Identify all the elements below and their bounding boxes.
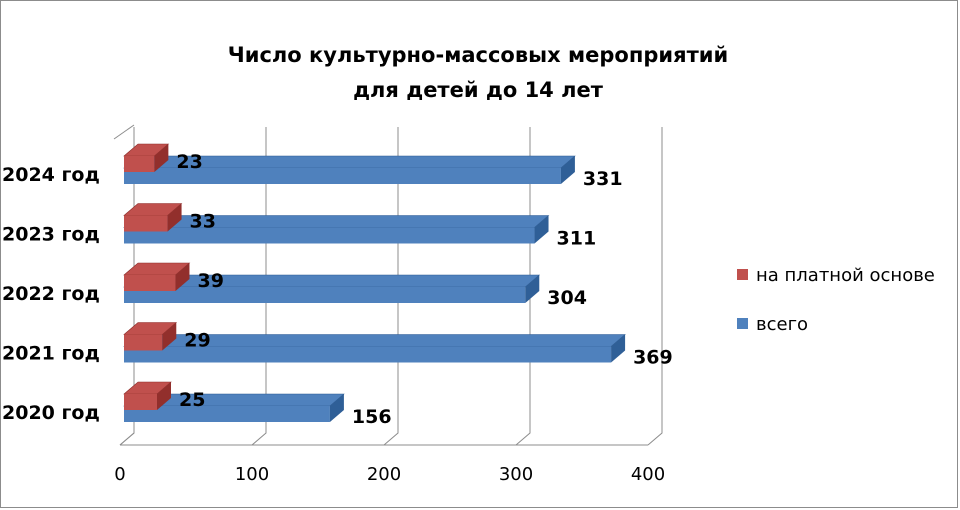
bar-total: [123, 274, 541, 303]
bar-paid: [123, 381, 172, 410]
category-label: 2022 год: [2, 283, 100, 305]
category-label: 2021 год: [2, 343, 100, 365]
data-label-paid: 25: [179, 389, 205, 411]
data-label-total: 331: [583, 168, 623, 190]
bar-paid: [123, 262, 191, 291]
data-label-paid: 23: [176, 151, 202, 173]
data-label-total: 369: [633, 347, 673, 369]
bar-paid: [123, 143, 170, 172]
data-labels: 156 25 369 29 304 39 311 33 331 23: [176, 151, 672, 428]
x-tick-label: 400: [631, 464, 665, 485]
bar-total: [123, 393, 345, 422]
data-label-total: 311: [557, 228, 597, 250]
bar-total: [123, 155, 576, 184]
chart-title-line-2: для детей до 14 лет: [353, 78, 604, 102]
bar-paid: [123, 203, 183, 232]
category-label: 2024 год: [2, 164, 100, 186]
data-label-total: 156: [352, 406, 392, 428]
data-label-total: 304: [547, 287, 587, 309]
x-tick-label: 100: [235, 464, 269, 485]
legend-swatch-total: [737, 318, 748, 329]
x-tick-label: 0: [114, 464, 125, 485]
x-tick-label: 200: [367, 464, 401, 485]
bar-total: [123, 334, 626, 363]
category-label: 2023 год: [2, 224, 100, 246]
legend-swatch-paid: [737, 269, 748, 280]
left-wall-top: [113, 124, 135, 140]
legend-label-paid: на платной основе: [756, 265, 935, 286]
gridline: [647, 127, 663, 446]
x-axis-ticks: 0 100 200 300 400: [114, 464, 665, 485]
bars: [123, 143, 626, 422]
category-labels: 2020 год 2021 год 2022 год 2023 год 2024 год: [2, 164, 100, 424]
legend: на платной основе всего: [737, 265, 935, 335]
legend-label-total: всего: [756, 314, 808, 335]
bar-total: [123, 215, 550, 244]
chart-title-line-1: Число культурно-массовых мероприятий: [228, 43, 728, 67]
data-label-paid: 33: [190, 211, 216, 233]
data-label-paid: 29: [184, 330, 210, 352]
x-tick-label: 300: [499, 464, 533, 485]
category-label: 2020 год: [2, 402, 100, 424]
data-label-paid: 39: [197, 270, 223, 292]
bar-paid: [123, 322, 178, 351]
